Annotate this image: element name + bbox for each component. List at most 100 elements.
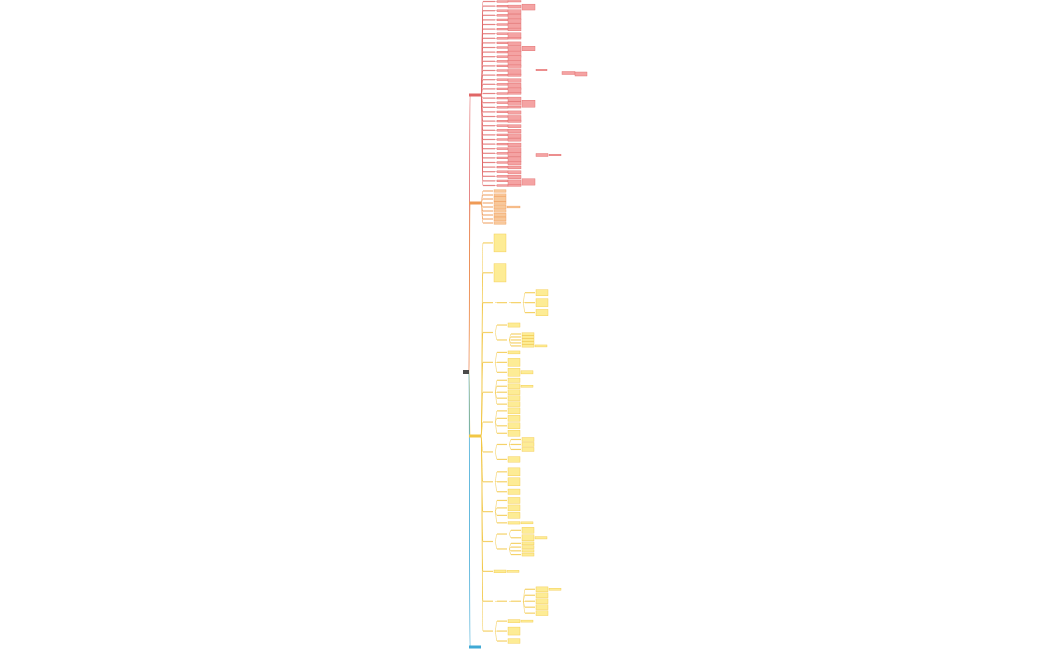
node-box bbox=[496, 28, 509, 31]
node-text bbox=[497, 379, 507, 381]
node-text bbox=[483, 210, 493, 212]
node-text bbox=[511, 537, 521, 539]
node-box bbox=[507, 156, 522, 163]
node-text bbox=[483, 421, 493, 423]
node-text bbox=[497, 385, 507, 387]
node-box bbox=[535, 604, 549, 610]
node-box bbox=[496, 51, 509, 54]
node-box bbox=[507, 619, 521, 623]
link bbox=[522, 302, 526, 313]
node-box bbox=[507, 124, 522, 128]
node-text bbox=[497, 507, 507, 509]
node-box bbox=[521, 442, 535, 447]
node-text bbox=[497, 302, 507, 304]
node-text bbox=[497, 410, 507, 412]
node-box bbox=[507, 422, 521, 429]
node-box bbox=[535, 298, 549, 307]
node-box bbox=[496, 0, 509, 3]
node-box bbox=[493, 213, 507, 217]
node-text bbox=[483, 106, 495, 108]
node-box bbox=[496, 64, 509, 67]
node-box bbox=[507, 383, 521, 389]
node-box bbox=[507, 37, 522, 40]
node-box bbox=[496, 129, 509, 132]
node-box bbox=[521, 549, 535, 553]
node-text bbox=[525, 606, 535, 608]
node-box bbox=[507, 78, 522, 83]
node-box bbox=[548, 588, 562, 591]
node-text bbox=[497, 371, 507, 373]
node-text bbox=[483, 361, 493, 363]
node-text bbox=[511, 333, 521, 335]
node-text bbox=[483, 570, 493, 572]
node-box bbox=[493, 233, 507, 253]
node-text bbox=[525, 311, 535, 314]
node-text bbox=[483, 129, 495, 131]
node-box bbox=[493, 209, 507, 213]
link bbox=[480, 94, 484, 186]
node-box bbox=[521, 527, 535, 534]
node-box bbox=[496, 23, 509, 26]
node-text bbox=[525, 594, 535, 596]
link bbox=[494, 362, 498, 373]
link bbox=[494, 630, 498, 642]
node-box bbox=[507, 389, 521, 395]
node-box bbox=[521, 338, 535, 342]
node-box bbox=[507, 32, 522, 38]
node-box bbox=[507, 638, 521, 644]
node-box bbox=[507, 401, 521, 407]
node-text bbox=[511, 302, 521, 304]
node-box bbox=[521, 552, 535, 557]
node-box bbox=[521, 335, 535, 339]
node-text bbox=[483, 56, 495, 58]
node-box bbox=[507, 488, 521, 495]
node-text bbox=[511, 345, 521, 347]
node-box bbox=[507, 626, 521, 636]
node-text bbox=[483, 198, 493, 200]
node-text bbox=[483, 5, 495, 7]
node-text bbox=[483, 60, 495, 62]
node-box bbox=[520, 370, 534, 375]
node-text bbox=[483, 630, 493, 632]
node-text bbox=[483, 42, 495, 44]
node-box bbox=[520, 385, 534, 388]
link bbox=[494, 324, 498, 333]
node-box bbox=[535, 592, 549, 598]
node-text bbox=[497, 630, 507, 632]
node-text bbox=[483, 184, 495, 187]
node-text bbox=[511, 336, 521, 338]
node-box bbox=[507, 138, 522, 142]
node-text bbox=[525, 302, 535, 304]
node-box bbox=[521, 341, 535, 345]
node-box bbox=[507, 4, 522, 9]
node-box bbox=[521, 332, 535, 336]
branch-node bbox=[469, 93, 481, 97]
node-text bbox=[483, 511, 493, 513]
node-box bbox=[496, 55, 509, 58]
node-text bbox=[511, 438, 521, 441]
node-box bbox=[507, 73, 522, 77]
link bbox=[522, 600, 526, 614]
node-text bbox=[483, 540, 493, 543]
node-text bbox=[525, 588, 535, 590]
node-box bbox=[496, 124, 509, 127]
node-text bbox=[511, 529, 521, 531]
node-box bbox=[507, 147, 522, 153]
link bbox=[494, 541, 498, 550]
node-box bbox=[493, 189, 507, 193]
node-box bbox=[521, 541, 535, 546]
node-box bbox=[493, 221, 507, 225]
node-text bbox=[483, 65, 495, 67]
node-text bbox=[525, 600, 535, 602]
node-text bbox=[483, 148, 495, 150]
node-box bbox=[507, 23, 522, 29]
node-text bbox=[497, 339, 507, 341]
node-text bbox=[497, 397, 507, 399]
node-text bbox=[511, 542, 521, 544]
link bbox=[480, 435, 484, 632]
node-text bbox=[497, 522, 507, 524]
node-box bbox=[507, 41, 522, 46]
node-text bbox=[497, 324, 507, 326]
node-text bbox=[483, 115, 495, 118]
node-text bbox=[483, 481, 493, 483]
